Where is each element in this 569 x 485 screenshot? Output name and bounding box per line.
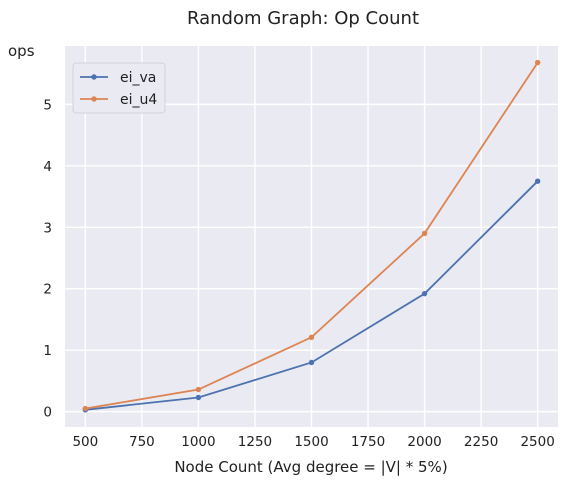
legend: ei_va ei_u4 [72,62,166,114]
data-point-ei_va [195,394,202,401]
data-point-ei_va [534,178,541,184]
data-point-ei_va [421,290,428,297]
x-tick-label: 1250 [238,434,272,450]
y-tick-label: 2 [43,282,52,298]
y-tick-label: 4 [43,159,52,175]
x-tick-label: 2250 [464,434,498,450]
data-point-ei_u4 [534,59,541,66]
y-tick-label: 3 [43,220,52,236]
x-tick-label: 1500 [294,434,328,450]
chart-title: Random Graph: Op Count [187,8,419,29]
data-point-ei_va [308,359,315,366]
data-point-ei_u4 [82,405,89,412]
legend-marker [91,96,97,102]
x-tick-label: 1000 [181,434,215,450]
y-tick-label: 0 [43,405,52,421]
y-tick-label: 1 [43,343,52,359]
x-tick-label: 2500 [520,434,554,450]
x-tick-label: 2000 [407,434,441,450]
x-tick-label: 750 [129,434,155,450]
legend-marker [91,74,97,80]
grid [65,46,558,427]
legend-label: ei_va [120,70,156,86]
x-tick-label: 500 [72,434,98,450]
x-axis-label: Node Count (Avg degree = |V| * 5%) [174,458,447,476]
data-point-ei_u4 [195,386,202,393]
x-tick-label: 1750 [351,434,385,450]
y-axis-label: ops [8,42,35,60]
data-point-ei_u4 [308,334,315,340]
series-layer [82,59,541,413]
y-tick-label: 5 [43,97,52,113]
data-point-ei_u4 [421,230,428,237]
legend-label: ei_u4 [120,92,157,108]
ticks: 500 750 1000 1250 1500 1750 2000 2250 2500 0 1 2 3 4 5 [43,97,554,450]
